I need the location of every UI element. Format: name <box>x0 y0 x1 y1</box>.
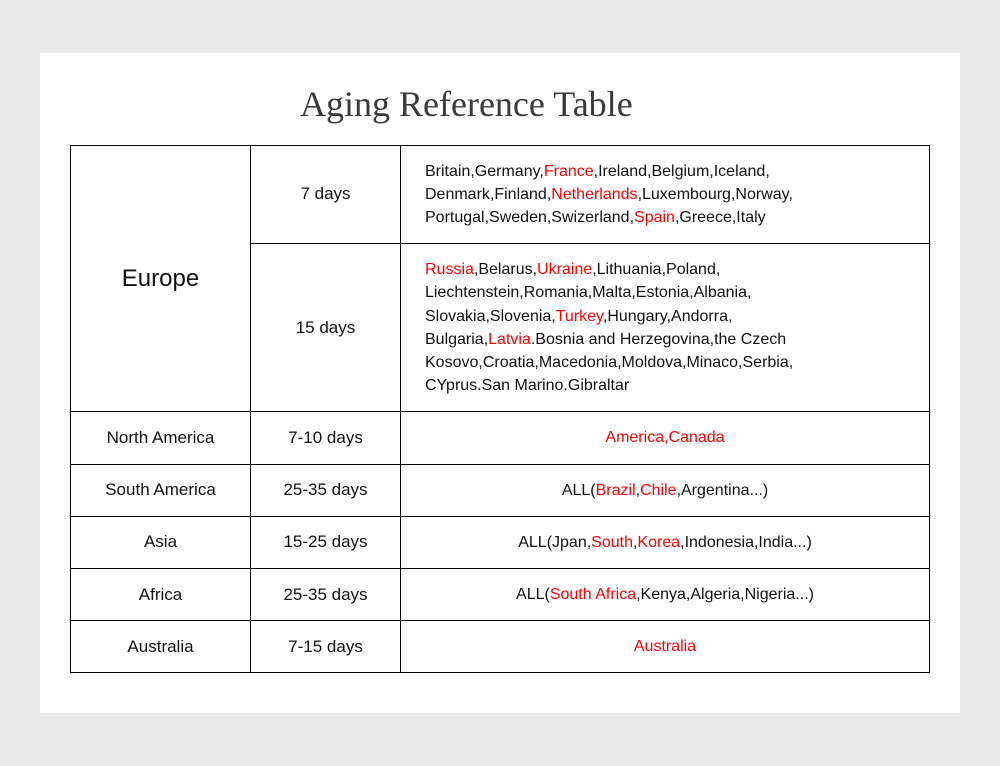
country-text: Denmark,Finland, <box>425 186 551 203</box>
country-text: Bulgaria, <box>425 331 488 348</box>
country-highlight: Ukraine <box>537 261 592 278</box>
country-text: Slovakia,Slovenia, <box>425 308 556 325</box>
days-cell: 25-35 days <box>251 568 401 620</box>
table-row: Australia7-15 daysAustralia <box>71 621 930 673</box>
countries-cell: Britain,Germany,France,Ireland,Belgium,I… <box>401 145 930 244</box>
country-text: ALL( <box>562 482 596 499</box>
region-cell: Europe <box>71 145 251 412</box>
card: Aging Reference Table Europe7 daysBritai… <box>40 53 960 714</box>
countries-cell: Australia <box>401 621 930 673</box>
days-cell: 7 days <box>251 145 401 244</box>
countries-cell: ALL(Jpan,South,Korea,Indonesia,India...) <box>401 516 930 568</box>
country-highlight: Netherlands <box>551 186 637 203</box>
country-text: ,Belarus, <box>474 261 537 278</box>
country-text: ,Greece,Italy <box>675 209 766 226</box>
country-highlight: Australia <box>634 638 696 655</box>
country-text: ,Hungary,Andorra, <box>603 308 733 325</box>
table-row: Africa25-35 daysALL(South Africa,Kenya,A… <box>71 568 930 620</box>
country-highlight: Korea <box>637 534 680 551</box>
country-text: CYprus.San Marino.Gibraltar <box>425 377 629 394</box>
country-highlight: Chile <box>640 482 676 499</box>
country-highlight: Latvia <box>488 331 531 348</box>
country-text: ,Kenya,Algeria,Nigeria...) <box>636 586 814 603</box>
country-highlight: Brazil <box>596 482 636 499</box>
region-cell: North America <box>71 412 251 464</box>
country-text: Kosovo,Croatia,Macedonia,Moldova,Minaco,… <box>425 354 793 371</box>
country-highlight: Spain <box>634 209 675 226</box>
region-cell: South America <box>71 464 251 516</box>
table-row: Europe7 daysBritain,Germany,France,Irela… <box>71 145 930 244</box>
country-highlight: South <box>591 534 633 551</box>
country-text: ALL(Jpan, <box>518 534 591 551</box>
country-text: ,Luxembourg,Norway, <box>638 186 793 203</box>
region-cell: Africa <box>71 568 251 620</box>
region-cell: Australia <box>71 621 251 673</box>
country-highlight: America,Canada <box>605 429 724 446</box>
countries-cell: America,Canada <box>401 412 930 464</box>
days-cell: 15-25 days <box>251 516 401 568</box>
aging-reference-table: Europe7 daysBritain,Germany,France,Irela… <box>70 145 930 674</box>
days-cell: 15 days <box>251 244 401 412</box>
country-text: ,Ireland,Belgium,Iceland, <box>594 163 770 180</box>
table-body: Europe7 daysBritain,Germany,France,Irela… <box>71 145 930 673</box>
table-row: North America7-10 days America,Canada <box>71 412 930 464</box>
country-text: ,Argentina...) <box>677 482 769 499</box>
country-text: Britain,Germany, <box>425 163 544 180</box>
country-text: ,Indonesia,India...) <box>680 534 812 551</box>
days-cell: 25-35 days <box>251 464 401 516</box>
country-text: ,Lithuania,Poland, <box>592 261 720 278</box>
country-text: .Bosnia and Herzegovina,the Czech <box>531 331 786 348</box>
table-row: South America25-35 daysALL(Brazil,Chile,… <box>71 464 930 516</box>
country-text: ALL( <box>516 586 550 603</box>
country-highlight: France <box>544 163 594 180</box>
table-row: Asia15-25 daysALL(Jpan,South,Korea,Indon… <box>71 516 930 568</box>
country-text: Portugal,Sweden,Swizerland, <box>425 209 634 226</box>
region-cell: Asia <box>71 516 251 568</box>
country-highlight: Russia <box>425 261 474 278</box>
page-title: Aging Reference Table <box>70 83 930 125</box>
countries-cell: ALL(Brazil,Chile,Argentina...) <box>401 464 930 516</box>
countries-cell: Russia,Belarus,Ukraine,Lithuania,Poland,… <box>401 244 930 412</box>
country-text: Liechtenstein,Romania,Malta,Estonia,Alba… <box>425 284 751 301</box>
country-highlight: Turkey <box>556 308 603 325</box>
country-highlight: South Africa <box>550 586 636 603</box>
days-cell: 7-10 days <box>251 412 401 464</box>
days-cell: 7-15 days <box>251 621 401 673</box>
countries-cell: ALL(South Africa,Kenya,Algeria,Nigeria..… <box>401 568 930 620</box>
